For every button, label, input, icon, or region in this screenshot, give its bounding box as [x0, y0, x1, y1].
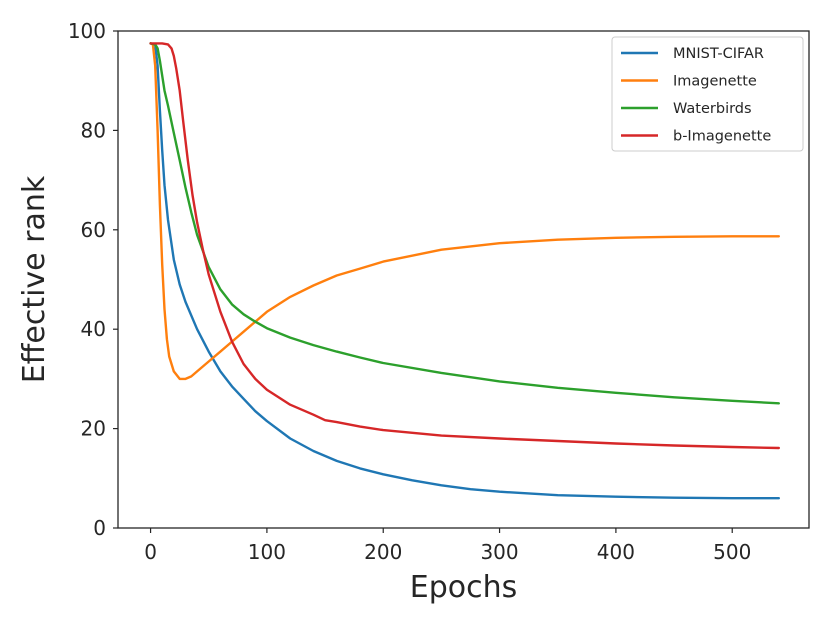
series-line-waterbirds [149, 42, 780, 405]
series-line-mnist-cifar [149, 42, 780, 500]
x-tick-label: 200 [364, 540, 402, 564]
legend: MNIST-CIFAR Imagenette Waterbirds b-Imagene… [611, 36, 804, 152]
legend-label-mnist-cifar: MNIST-CIFAR [673, 46, 764, 62]
legend-box [611, 36, 804, 152]
y-tick-label: 40 [81, 317, 106, 341]
legend-label-imagenette: Imagenette [673, 74, 757, 90]
x-tick-label: 0 [144, 540, 157, 564]
x-tick-label: 400 [597, 540, 635, 564]
x-axis-label: Epochs [410, 570, 518, 605]
x-tick-label: 500 [713, 540, 751, 564]
legend-label-b-imagenette: b-Imagenette [673, 129, 771, 145]
y-tick-label: 20 [81, 417, 106, 441]
x-tick-label: 300 [480, 540, 518, 564]
y-tick-label: 0 [93, 516, 106, 540]
ticks-layer: 0 100 200 300 400 500 0 20 40 60 80 100 [68, 19, 752, 564]
series-line-b-imagenette [149, 42, 780, 450]
series-layer [149, 42, 780, 500]
series-line-imagenette [149, 42, 780, 381]
y-axis-label: Effective rank [17, 175, 52, 383]
y-tick-label: 100 [68, 19, 106, 43]
legend-label-waterbirds: Waterbirds [673, 101, 752, 117]
y-tick-label: 60 [81, 218, 106, 242]
plot-frame [117, 30, 810, 529]
x-tick-label: 100 [248, 540, 286, 564]
y-tick-label: 80 [81, 118, 106, 142]
